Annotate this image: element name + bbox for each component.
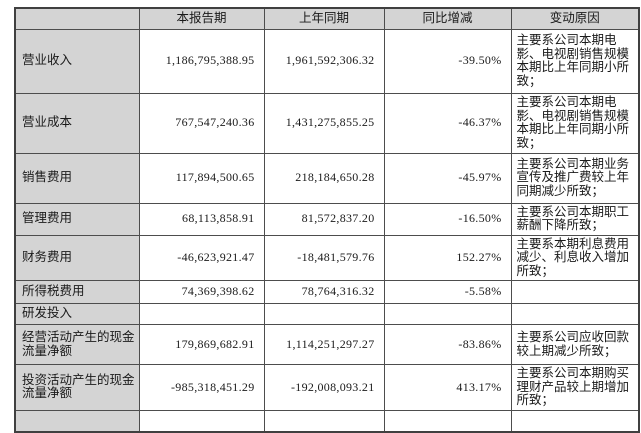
header-prior-period: 上年同期 <box>263 7 385 30</box>
table-row-partial <box>14 409 640 433</box>
yoy-change-cell: -46.37% <box>383 92 512 154</box>
table-row: 销售费用 117,894,500.65 218,184,650.28 -45.9… <box>14 152 640 204</box>
table-row: 管理费用 68,113,858.91 81,572,837.20 -16.50%… <box>14 202 640 236</box>
yoy-change-cell: -5.58% <box>383 280 512 304</box>
row-label-cell: 所得税费用 <box>14 280 140 304</box>
row-label-cell: 财务费用 <box>14 234 140 281</box>
table-row: 营业收入 1,186,795,388.95 1,961,592,306.32 -… <box>14 28 640 94</box>
yoy-change-cell: 152.27% <box>383 234 512 281</box>
change-reason-cell: 主要系公司本期购买理财产品较上期增加所致； <box>510 364 640 411</box>
prior-period-cell: 218,184,650.28 <box>263 152 385 204</box>
change-reason-cell <box>510 280 640 304</box>
row-label-cell: 研发投入 <box>14 303 140 325</box>
header-item <box>14 7 140 30</box>
yoy-change-cell: -45.97% <box>383 152 512 204</box>
current-period-cell <box>138 409 265 433</box>
current-period-cell: -46,623,921.47 <box>138 234 265 281</box>
yoy-change-cell: 413.17% <box>383 364 512 411</box>
yoy-change-cell <box>383 303 512 325</box>
table-row: 财务费用 -46,623,921.47 -18,481,579.76 152.2… <box>14 234 640 281</box>
financial-indicators-table: 本报告期 上年同期 同比增减 变动原因 营业收入 1,186,795,388.9… <box>14 7 640 433</box>
row-label-cell: 经营活动产生的现金流量净额 <box>14 324 140 365</box>
header-yoy-change: 同比增减 <box>383 7 512 30</box>
table-row: 投资活动产生的现金流量净额 -985,318,451.29 -192,008,0… <box>14 364 640 411</box>
header-change-reason: 变动原因 <box>510 7 640 30</box>
table-row: 研发投入 <box>14 303 640 325</box>
prior-period-cell <box>263 303 385 325</box>
table-row: 所得税费用 74,369,398.62 78,764,316.32 -5.58% <box>14 280 640 304</box>
current-period-cell: 179,869,682.91 <box>138 324 265 365</box>
change-reason-cell: 主要系公司本期电影、电视剧销售规模本期比上年同期小所致； <box>510 28 640 94</box>
current-period-cell: 117,894,500.65 <box>138 152 265 204</box>
header-current-period: 本报告期 <box>138 7 265 30</box>
yoy-change-cell: -16.50% <box>383 202 512 236</box>
change-reason-cell <box>510 303 640 325</box>
row-label-cell: 管理费用 <box>14 202 140 236</box>
prior-period-cell <box>263 409 385 433</box>
change-reason-cell: 主要系公司本期电影、电视剧销售规模本期比上年同期小所致； <box>510 92 640 154</box>
yoy-change-cell: -83.86% <box>383 324 512 365</box>
table-row: 营业成本 767,547,240.36 1,431,275,855.25 -46… <box>14 92 640 154</box>
current-period-cell <box>138 303 265 325</box>
table-header-row: 本报告期 上年同期 同比增减 变动原因 <box>14 7 640 30</box>
row-label-cell: 营业成本 <box>14 92 140 154</box>
row-label-cell: 销售费用 <box>14 152 140 204</box>
current-period-cell: 68,113,858.91 <box>138 202 265 236</box>
change-reason-cell: 主要系公司应收回款较上期减少所致； <box>510 324 640 365</box>
current-period-cell: -985,318,451.29 <box>138 364 265 411</box>
prior-period-cell: 1,961,592,306.32 <box>263 28 385 94</box>
row-label-cell <box>14 409 140 433</box>
change-reason-cell <box>510 409 640 433</box>
prior-period-cell: 78,764,316.32 <box>263 280 385 304</box>
prior-period-cell: 1,114,251,297.27 <box>263 324 385 365</box>
yoy-change-cell: -39.50% <box>383 28 512 94</box>
change-reason-cell: 主要系本期利息费用减少、利息收入增加所致； <box>510 234 640 281</box>
prior-period-cell: -18,481,579.76 <box>263 234 385 281</box>
current-period-cell: 74,369,398.62 <box>138 280 265 304</box>
current-period-cell: 1,186,795,388.95 <box>138 28 265 94</box>
change-reason-cell: 主要系公司本期业务宣传及推广费较上年同期减少所致； <box>510 152 640 204</box>
prior-period-cell: -192,008,093.21 <box>263 364 385 411</box>
yoy-change-cell <box>383 409 512 433</box>
row-label-cell: 营业收入 <box>14 28 140 94</box>
current-period-cell: 767,547,240.36 <box>138 92 265 154</box>
table-row: 经营活动产生的现金流量净额 179,869,682.91 1,114,251,2… <box>14 324 640 365</box>
row-label-cell: 投资活动产生的现金流量净额 <box>14 364 140 411</box>
prior-period-cell: 81,572,837.20 <box>263 202 385 236</box>
prior-period-cell: 1,431,275,855.25 <box>263 92 385 154</box>
change-reason-cell: 主要系公司本期职工薪酬下降所致； <box>510 202 640 236</box>
